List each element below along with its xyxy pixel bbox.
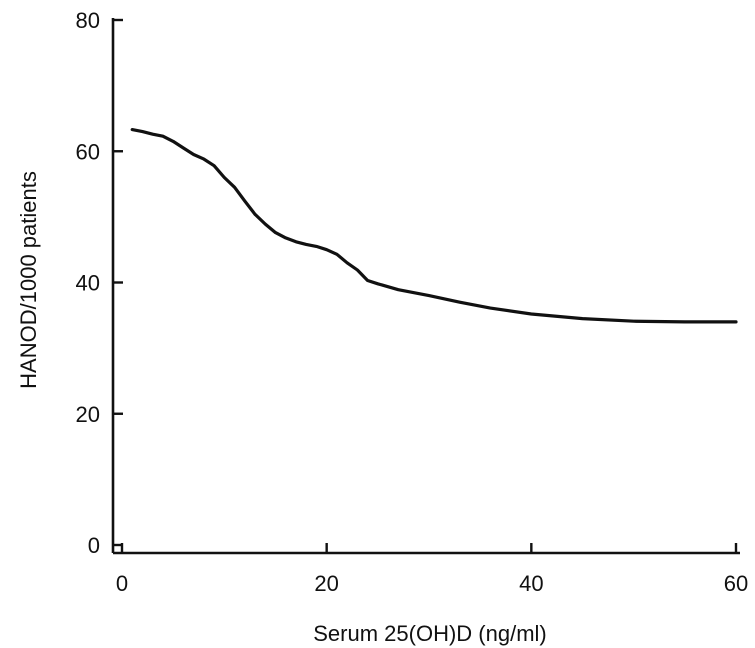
x-tick-label: 20 [314,571,338,596]
series-line [130,128,738,324]
y-tick-label: 40 [76,271,100,296]
x-tick-label: 0 [116,571,128,596]
y-tick-label: 60 [76,139,100,164]
y-axis-title: HANOD/1000 patients [16,171,41,389]
ticks: 0 20 40 60 80 0 20 40 60 [76,8,749,596]
x-tick-label: 40 [519,571,543,596]
x-axis-title: Serum 25(OH)D (ng/ml) [313,621,546,646]
x-tick-label: 60 [724,571,748,596]
axes [111,18,740,555]
y-tick-label: 0 [88,533,100,558]
y-tick-label: 20 [76,402,100,427]
y-tick-label: 80 [76,8,100,33]
